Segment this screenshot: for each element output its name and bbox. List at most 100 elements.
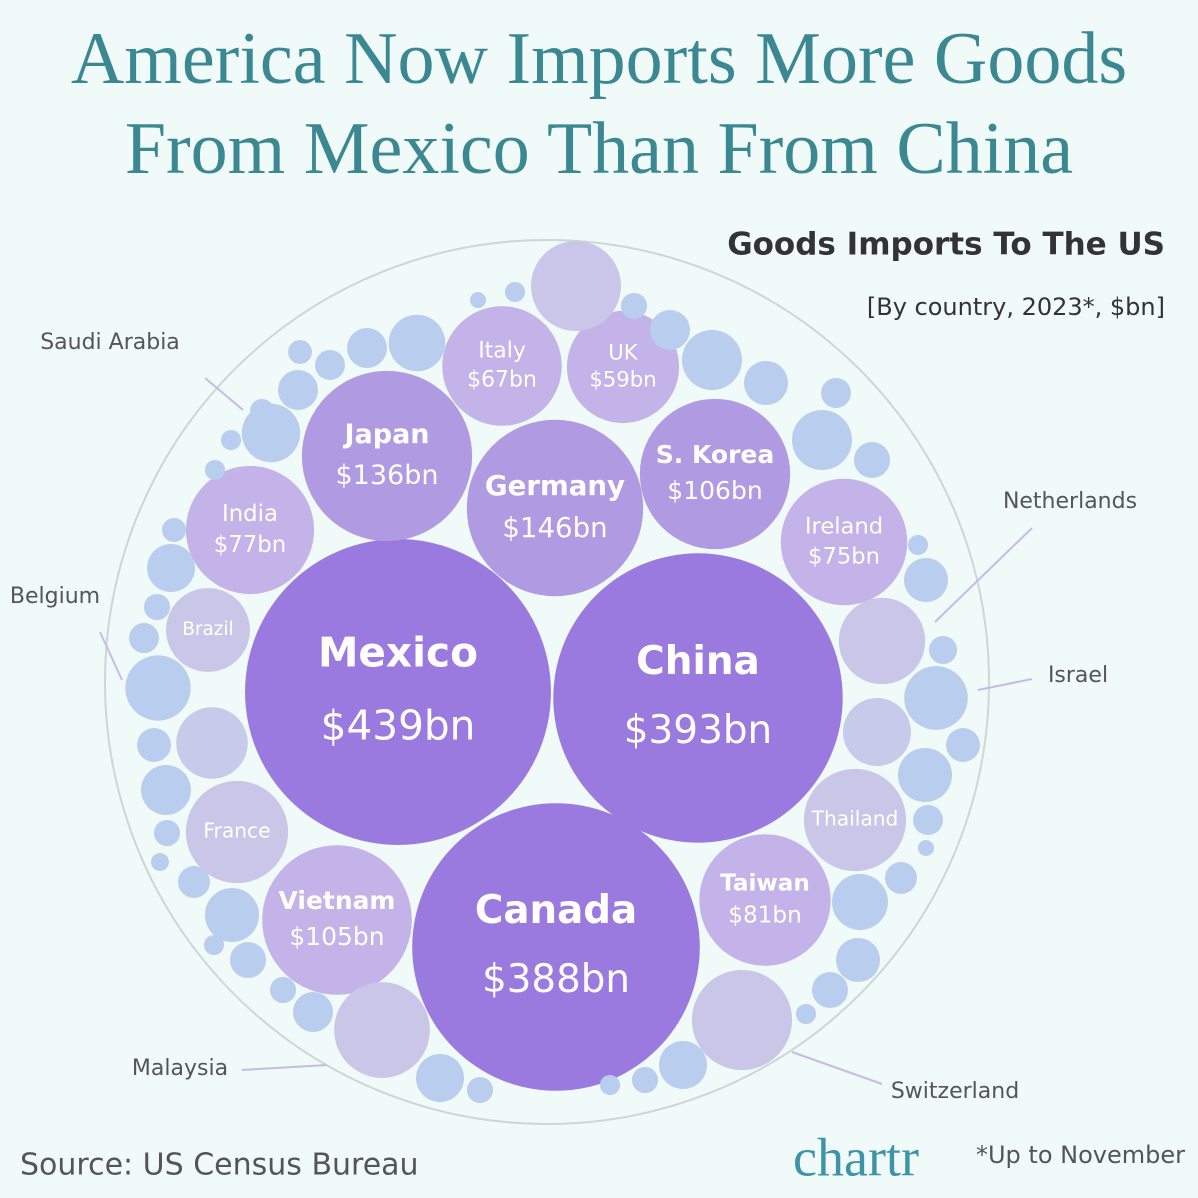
bubble xyxy=(178,866,210,898)
bubble xyxy=(791,409,853,471)
bubble xyxy=(412,803,700,1091)
bubble xyxy=(162,518,186,542)
bubble xyxy=(853,441,891,479)
value-label: $146bn xyxy=(502,511,607,544)
bubble-label: Canada xyxy=(475,888,637,933)
callout-arrow xyxy=(99,631,123,681)
bubble xyxy=(176,707,248,779)
bubble xyxy=(659,1041,707,1089)
bubble xyxy=(903,557,949,603)
value-label: $81bn xyxy=(728,902,801,928)
bubble xyxy=(466,419,644,597)
bubble xyxy=(220,429,242,451)
bubble xyxy=(347,328,387,368)
chart-title: America Now Imports More Goods xyxy=(71,18,1127,100)
subtitle: Goods Imports To The US xyxy=(727,227,1165,263)
bubble xyxy=(631,1066,659,1094)
value-label: $393bn xyxy=(624,708,773,753)
bubble xyxy=(203,934,225,956)
bubble xyxy=(811,971,849,1009)
bubble xyxy=(442,306,562,426)
bubble xyxy=(151,853,169,871)
bubble xyxy=(530,240,622,332)
chart-title: From Mexico Than From China xyxy=(125,108,1073,190)
bubble xyxy=(838,597,926,685)
bubble xyxy=(639,398,791,550)
bubble xyxy=(691,969,793,1071)
bubble xyxy=(780,478,908,606)
bubble xyxy=(907,534,929,556)
bubble xyxy=(229,941,267,979)
bubble xyxy=(842,697,912,767)
callout-label: Switzerland xyxy=(891,1079,1019,1104)
bubble xyxy=(293,992,333,1032)
callout-arrow xyxy=(977,678,1033,691)
value-label: $136bn xyxy=(335,460,438,491)
value-label: $67bn xyxy=(467,367,537,392)
bubble xyxy=(681,329,743,391)
bubble xyxy=(288,340,312,364)
bubble-label: Vietnam xyxy=(279,886,396,915)
bubble xyxy=(904,666,968,730)
bubble xyxy=(388,314,446,372)
bubble-label: UK xyxy=(608,341,639,366)
bubble xyxy=(245,539,551,845)
bubble-label: China xyxy=(636,639,760,684)
bubble xyxy=(334,982,430,1078)
footnote: *Up to November xyxy=(976,1141,1185,1169)
bubble xyxy=(250,399,274,423)
callout-arrow xyxy=(791,1051,883,1085)
bubble xyxy=(743,360,789,406)
outer-ring xyxy=(104,239,990,1125)
bubble xyxy=(137,728,171,762)
bubble-label: S. Korea xyxy=(656,440,775,469)
bubble xyxy=(913,805,943,835)
bubble xyxy=(153,819,181,847)
bubble xyxy=(166,588,250,672)
bubble xyxy=(470,292,486,308)
bubble xyxy=(620,292,648,320)
bubble xyxy=(185,780,289,884)
bubble xyxy=(204,459,226,481)
bubble-label: Ireland xyxy=(805,513,883,539)
callout-label: Malaysia xyxy=(132,1056,228,1081)
bubble xyxy=(885,862,917,894)
value-label: $59bn xyxy=(589,367,656,392)
value-label: $439bn xyxy=(321,702,476,750)
bubble xyxy=(185,465,315,595)
bubble xyxy=(553,553,843,843)
callout-label: Netherlands xyxy=(1003,489,1137,514)
bubble xyxy=(566,310,680,424)
bubble xyxy=(918,840,934,856)
bubble xyxy=(416,1054,464,1102)
bubble xyxy=(125,655,191,721)
callout-label: Belgium xyxy=(10,584,100,609)
source: Source: US Census Bureau xyxy=(20,1148,419,1183)
bubble xyxy=(204,887,260,943)
bubble xyxy=(795,1003,817,1025)
value-label: $105bn xyxy=(289,922,384,951)
bubble xyxy=(278,370,318,410)
bubble xyxy=(466,1076,494,1104)
bubble-label: Mexico xyxy=(318,628,478,676)
callout-arrow xyxy=(241,1064,328,1071)
bubble xyxy=(897,747,953,803)
bubble xyxy=(835,937,881,983)
bubble xyxy=(832,874,888,930)
bubble-label: Brazil xyxy=(182,619,233,640)
bubble xyxy=(821,378,851,408)
value-label: $106bn xyxy=(667,476,762,505)
bubble-label: Thailand xyxy=(811,807,899,831)
bubble xyxy=(946,728,980,762)
bubble-label: France xyxy=(203,819,270,843)
bubble xyxy=(141,765,191,815)
bubble xyxy=(504,281,526,303)
bubble-label: Japan xyxy=(342,419,429,450)
bubble-label: Italy xyxy=(478,339,526,364)
callout-label: Israel xyxy=(1048,663,1108,688)
brand-logo: chartr xyxy=(793,1127,919,1187)
bubble-label: Taiwan xyxy=(720,871,810,897)
bubble xyxy=(262,845,412,995)
bubble-label: India xyxy=(222,501,278,527)
